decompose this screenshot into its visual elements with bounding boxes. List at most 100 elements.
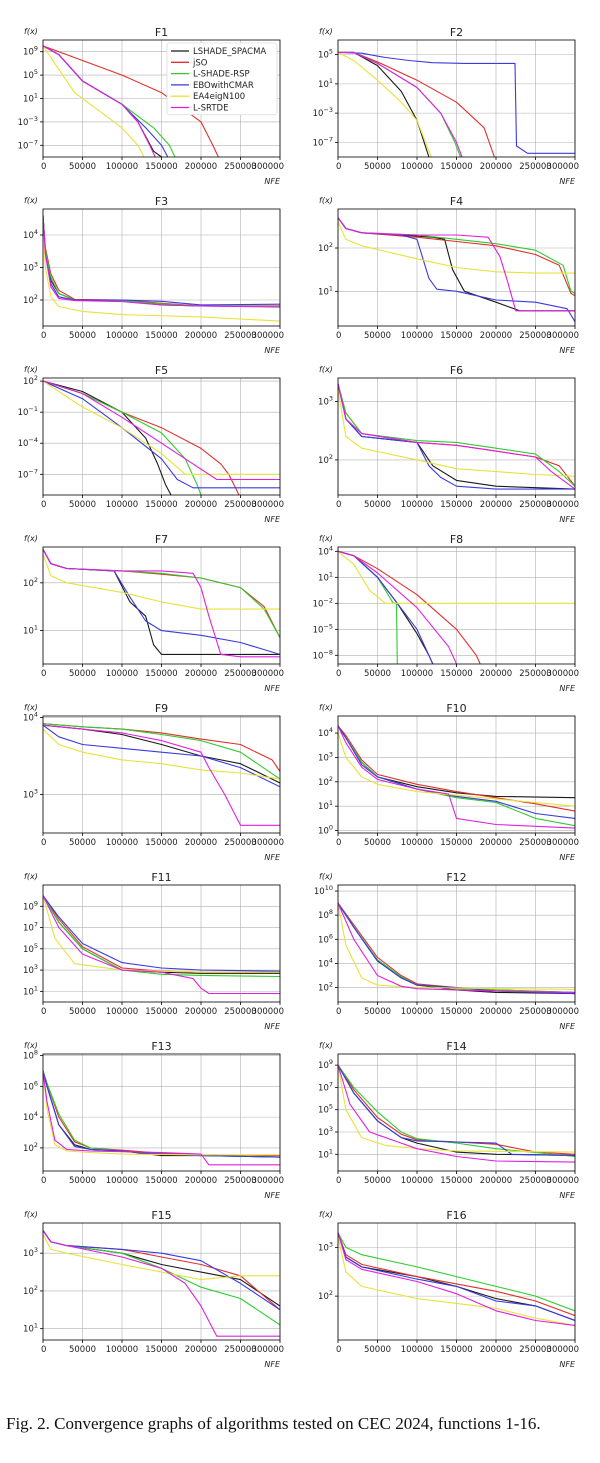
- x-tick-label: 150000: [440, 500, 472, 510]
- series-group: [338, 383, 575, 490]
- series-group: [338, 902, 575, 995]
- x-axis-label: NFE: [264, 515, 281, 524]
- series-line-ea4eign100: [338, 221, 575, 274]
- series-line-l-shade-rsp: [338, 51, 462, 157]
- x-tick-label: 50000: [69, 1176, 96, 1186]
- convergence-figure: 0 50000 100000 150000 200000 2500003000001091…: [18, 26, 579, 1369]
- x-tick-label: 0: [41, 500, 46, 510]
- x-tick-label: 150000: [145, 669, 177, 679]
- panel-title: F4: [450, 195, 463, 208]
- x-tick-label: 200000: [480, 1345, 512, 1355]
- series-line-ea4eign100: [43, 215, 280, 322]
- x-tick-label: 200000: [480, 1007, 512, 1017]
- x-tick-label: 50000: [364, 162, 391, 172]
- series-line-ea4eign100: [338, 1237, 575, 1326]
- y-tick-label: 109: [23, 899, 38, 912]
- x-tick-label: 100000: [401, 500, 433, 510]
- x-tick-label: 300000: [547, 838, 579, 848]
- x-tick-label: 250000: [224, 838, 256, 848]
- y-tick-label: 104: [23, 1110, 38, 1123]
- series-group: [43, 723, 280, 826]
- x-axis-label: NFE: [264, 1022, 281, 1031]
- figure-caption: Fig. 2. Convergence graphs of algorithms…: [6, 1414, 541, 1433]
- x-tick-label: 250000: [519, 669, 551, 679]
- y-tick-label: 100: [318, 824, 333, 837]
- series-line-ebowithcmar: [43, 45, 169, 157]
- x-tick-label: 50000: [364, 838, 391, 848]
- panel-title: F13: [151, 1040, 171, 1053]
- y-axis-label: f(x): [24, 534, 38, 543]
- y-tick-label: 102: [318, 453, 333, 466]
- y-axis-label: f(x): [24, 1041, 38, 1050]
- y-tick-label: 102: [318, 775, 333, 788]
- series-line-l-srtde: [338, 902, 575, 993]
- x-tick-label: 300000: [547, 1176, 579, 1186]
- legend-label: EBOwithCMAR: [193, 81, 254, 91]
- series-group: [43, 1230, 280, 1337]
- x-tick-label: 150000: [440, 838, 472, 848]
- y-tick-label: 103: [23, 788, 38, 801]
- series-line-lshade-spacma: [338, 550, 434, 664]
- panel-title: F12: [446, 871, 466, 884]
- x-axis-label: NFE: [264, 853, 281, 862]
- series-line-ebowithcmar: [338, 550, 434, 664]
- legend-label: EA4eigN100: [193, 92, 245, 102]
- y-tick-label: 102: [318, 1289, 333, 1302]
- x-tick-label: 250000: [224, 1345, 256, 1355]
- x-tick-label: 150000: [145, 1007, 177, 1017]
- x-tick-label: 50000: [69, 162, 96, 172]
- y-axis-label: f(x): [319, 196, 333, 205]
- y-tick-label: 107: [318, 1080, 333, 1093]
- series-line-jso: [338, 51, 495, 157]
- x-tick-label: 150000: [440, 1007, 472, 1017]
- y-axis-label: f(x): [319, 365, 333, 374]
- y-tick-label: 10−7: [18, 467, 38, 480]
- y-tick-label: 102: [318, 981, 333, 994]
- y-tick-label: 102: [23, 576, 38, 589]
- x-tick-label: 0: [336, 331, 341, 341]
- x-tick-label: 300000: [547, 1007, 579, 1017]
- y-tick-label: 109: [23, 45, 38, 58]
- series-line-jso: [43, 45, 219, 157]
- y-tick-label: 103: [318, 1125, 333, 1138]
- series-line-ea4eign100: [43, 1070, 280, 1156]
- x-tick-label: 50000: [364, 1345, 391, 1355]
- series-group: [43, 549, 280, 658]
- y-axis-label: f(x): [24, 872, 38, 881]
- x-tick-label: 100000: [106, 331, 138, 341]
- x-tick-label: 50000: [364, 1176, 391, 1186]
- series-line-ea4eign100: [43, 728, 280, 780]
- y-tick-label: 101: [318, 570, 333, 583]
- x-axis-label: NFE: [264, 684, 281, 693]
- series-line-ebowithcmar: [43, 380, 280, 489]
- x-tick-label: 150000: [145, 838, 177, 848]
- x-tick-label: 250000: [519, 1176, 551, 1186]
- x-tick-label: 50000: [69, 669, 96, 679]
- y-axis-label: f(x): [319, 872, 333, 881]
- y-tick-label: 105: [23, 942, 38, 955]
- y-tick-label: 103: [318, 1240, 333, 1253]
- series-line-lshade-spacma: [43, 45, 162, 157]
- y-tick-label: 101: [23, 984, 38, 997]
- y-tick-label: 107: [23, 921, 38, 934]
- x-tick-label: 0: [336, 1345, 341, 1355]
- panel-title: F10: [446, 702, 466, 715]
- series-group: [43, 45, 219, 157]
- x-axis-label: NFE: [559, 177, 576, 186]
- series-line-l-srtde: [43, 549, 280, 658]
- x-tick-label: 300000: [252, 838, 284, 848]
- series-line-lshade-spacma: [338, 51, 430, 157]
- x-tick-label: 100000: [106, 1007, 138, 1017]
- x-axis-label: NFE: [264, 1360, 281, 1369]
- x-tick-label: 200000: [185, 1007, 217, 1017]
- x-tick-label: 100000: [401, 1007, 433, 1017]
- x-axis-label: NFE: [559, 1191, 576, 1200]
- y-axis-label: f(x): [24, 196, 38, 205]
